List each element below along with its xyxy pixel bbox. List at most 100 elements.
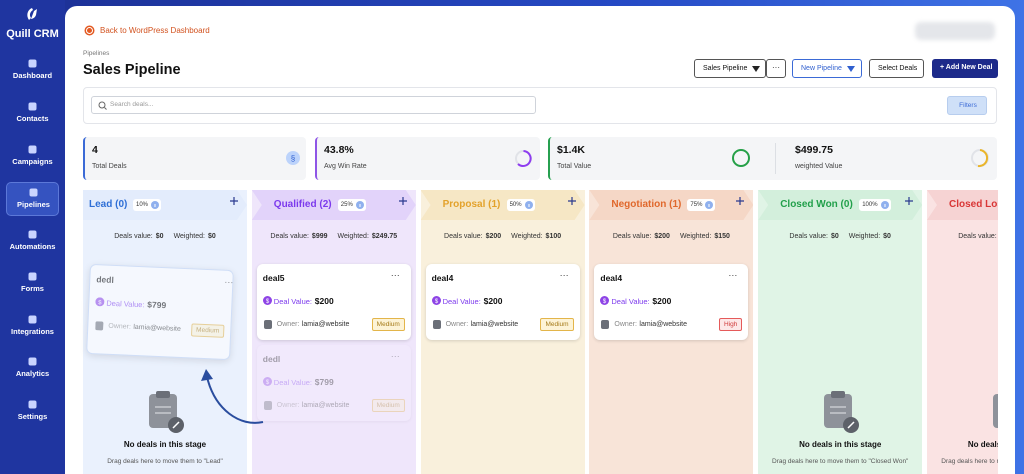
nav-label: Dashboard — [12, 71, 53, 80]
weighted-value-ring — [971, 149, 989, 168]
deal-value-icon: $ — [600, 296, 610, 305]
owner-icon — [95, 321, 104, 331]
sidebar: Quill CRM Dashboard Contacts Campaigns Pipel… — [0, 0, 65, 474]
nav-item[interactable]: Integrations — [6, 310, 59, 344]
owner-label: Owner: — [445, 321, 469, 328]
nav-item[interactable]: Contacts — [6, 97, 59, 131]
search-placeholder: Search deals... — [110, 101, 154, 108]
deal-menu[interactable]: ··· — [224, 276, 234, 288]
owner-name: lamia@website — [133, 323, 181, 333]
weighted-label: Weighted: — [173, 233, 205, 240]
owner-icon — [601, 320, 610, 329]
nav-icon — [28, 315, 37, 324]
deal-title: deal4 — [600, 273, 623, 283]
pipeline-column: Proposal (1) 50% Deals value: $200 Weighted:… — [420, 190, 585, 474]
info-icon — [880, 201, 889, 209]
pipeline-board: Lead (0) 10% Deals value: $0 Weighted: $0 No d… — [83, 190, 998, 474]
nav-icon — [29, 188, 38, 197]
empty-icon — [824, 391, 860, 433]
breadcrumb: Pipelines — [83, 50, 110, 57]
nav-label: Forms — [21, 284, 44, 293]
empty-hint: Drag deals here to move them to "Closed … — [772, 458, 909, 465]
owner-label: Owner: — [108, 322, 132, 331]
deal-menu[interactable]: ··· — [728, 270, 738, 280]
select-deals[interactable]: Select Deals — [869, 59, 924, 78]
add-deal-icon — [567, 197, 576, 205]
deal-value-label: Deal Value: — [611, 297, 650, 306]
nav-icon — [28, 357, 37, 366]
deal-card[interactable]: deal5 ··· $ Deal Value: $200 Owner: lamia@webs… — [256, 264, 411, 340]
nav-label: Integrations — [11, 327, 54, 336]
deals-value-label: Deals value: — [789, 233, 828, 240]
svg-text:$: $ — [434, 299, 438, 305]
nav-item[interactable]: Dashboard — [6, 54, 59, 88]
info-icon — [524, 201, 533, 209]
empty-icon — [993, 394, 998, 428]
deal-value: $799 — [314, 377, 334, 387]
deal-value-label: Deal Value: — [442, 297, 481, 306]
stat-value: $1.4K — [557, 144, 586, 156]
add-deal[interactable]: + Add New Deal — [932, 59, 998, 78]
empty-hint: Drag deals here to move them to "Lead" — [107, 458, 223, 465]
page-title: Sales Pipeline — [83, 62, 181, 78]
deals-value: $200 — [485, 233, 502, 240]
svg-text:$: $ — [266, 380, 270, 386]
nav-label: Automations — [9, 242, 56, 251]
owner-icon — [263, 320, 272, 329]
pipeline-column: Negotiation (1) 75% Deals value: $200 Weight… — [589, 190, 754, 474]
new-pipeline-label: New Pipeline — [801, 65, 842, 72]
nav-icon — [28, 59, 37, 68]
column-values: Deals value: $999 Weighted: $249.75 — [252, 233, 416, 240]
probability-badge: 50% — [506, 199, 535, 211]
stat-label: weighted Value — [795, 163, 843, 170]
nav-item[interactable]: Automations — [6, 225, 59, 259]
nav-item[interactable]: Pipelines — [6, 182, 59, 216]
svg-text:$: $ — [603, 299, 607, 305]
owner-label: Owner: — [276, 402, 300, 409]
deals-value-label: Deals value: — [114, 233, 153, 240]
deal-card[interactable]: dedl ··· $ Deal Value: $799 Owner: lamia@websi… — [256, 345, 411, 421]
owner-name: lamia@website — [301, 321, 350, 328]
nav-item[interactable]: Analytics — [6, 352, 59, 386]
user-avatar-blurred[interactable] — [915, 22, 995, 40]
deal-menu[interactable]: ··· — [390, 270, 400, 280]
deal-card[interactable]: deal4 ··· $ Deal Value: $200 Owner: lamia@webs… — [425, 264, 580, 340]
nav-label: Settings — [17, 412, 48, 421]
deal-menu[interactable]: ··· — [390, 351, 400, 361]
search-input[interactable]: Search deals... — [91, 96, 536, 114]
deal-value-label: Deal Value: — [273, 378, 313, 387]
nav-item[interactable]: Campaigns — [6, 140, 59, 174]
add-deal-icon — [230, 197, 238, 205]
nav-item[interactable]: Settings — [6, 395, 59, 429]
filters-button[interactable]: Filters — [947, 96, 987, 115]
deal-value: $200 — [314, 296, 334, 306]
column-title: Negotiation (1) — [611, 199, 682, 210]
deals-value-label: Deals value: — [612, 233, 652, 240]
deals-value-label: Deals value: — [270, 233, 309, 240]
nav-item[interactable]: Forms — [6, 267, 59, 301]
deals-value: $0 — [830, 233, 839, 240]
pipeline-select[interactable]: Sales Pipeline — [694, 59, 766, 78]
deal-card[interactable]: deal4 ··· $ Deal Value: $200 Owner: lamia@webs… — [594, 264, 749, 340]
win-rate-ring — [515, 150, 532, 167]
pipeline-column: Qualified (2) 25% Deals value: $999 Weighted… — [251, 190, 416, 474]
nav-icon — [28, 400, 37, 409]
stat-card: 43.8% Avg Win Rate — [315, 137, 540, 180]
pipeline-more[interactable]: ··· — [766, 59, 786, 78]
new-pipeline[interactable]: New Pipeline — [792, 59, 862, 78]
filters-label: Filters — [959, 102, 977, 109]
back-link[interactable]: Back to WordPress Dashboard — [100, 26, 210, 35]
empty-title: No deals in this stage — [967, 440, 998, 449]
deal-menu[interactable]: ··· — [559, 270, 569, 280]
deals-value: $0 — [155, 233, 164, 240]
deal-value: $200 — [483, 296, 503, 306]
deals-value: $200 — [654, 233, 670, 240]
svg-text:$: $ — [98, 300, 102, 306]
pipeline-select-label: Sales Pipeline — [703, 65, 748, 72]
stat-label: Total Deals — [92, 163, 127, 170]
deal-card[interactable]: dedl ··· $ Deal Value: $799 Owner: lamia@websi… — [86, 263, 234, 361]
stat-value: $499.75 — [795, 144, 833, 156]
column-title: Closed Lost (0) — [949, 199, 998, 210]
